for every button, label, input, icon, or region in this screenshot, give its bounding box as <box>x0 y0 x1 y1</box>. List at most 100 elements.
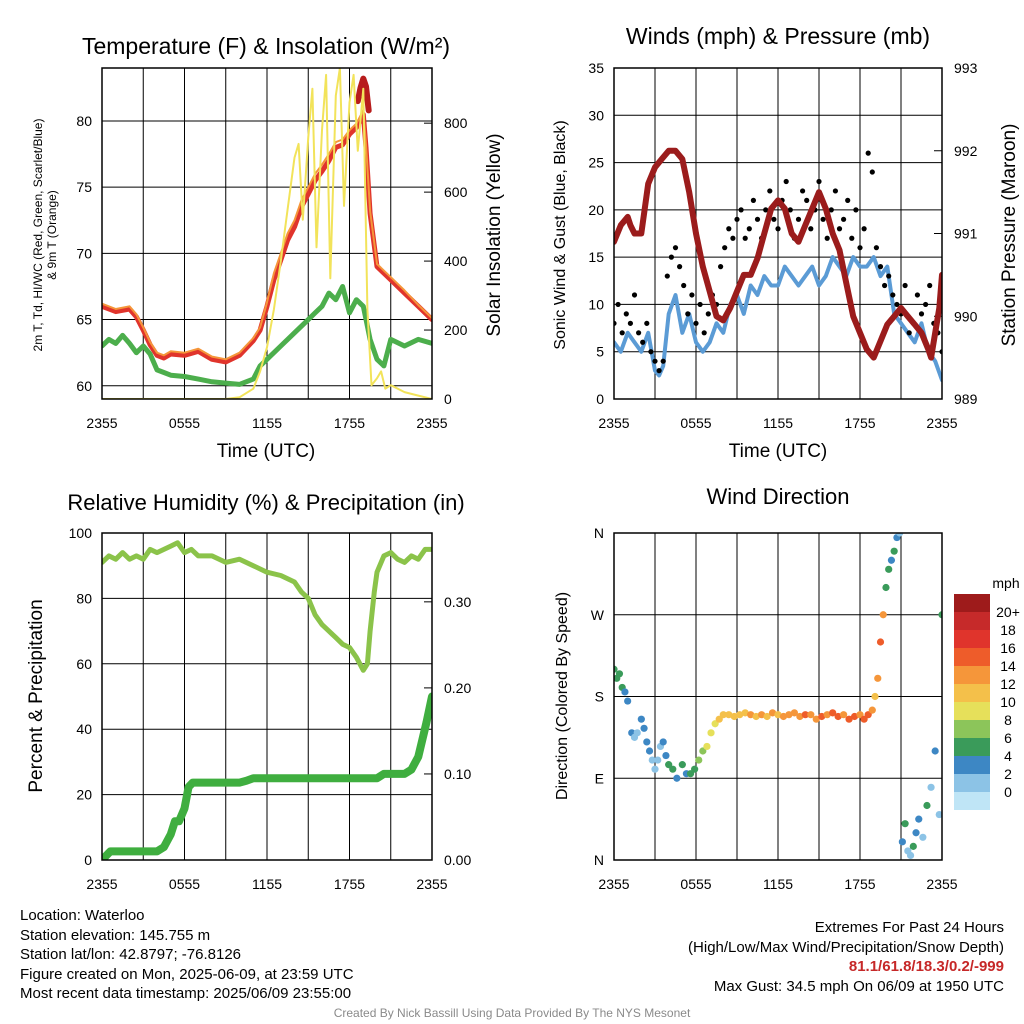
panel-4-plot: 2355 0555 1155 1755 2355 N E S W N <box>591 525 958 892</box>
created-text: Figure created on Mon, 2025-06-09, at 23… <box>20 965 354 983</box>
colorbar-swatch <box>954 648 990 666</box>
x-tick-label: 1755 <box>334 415 365 431</box>
wind-direction-point <box>725 711 733 719</box>
colorbar-swatch <box>954 612 990 630</box>
y-tick-label: 25 <box>588 155 604 171</box>
x-tick-label: 1755 <box>334 876 365 892</box>
wind-xlabel: Time (UTC) <box>729 441 828 462</box>
wind-direction-point <box>818 712 826 721</box>
y2-tick-label: 0.00 <box>444 852 471 868</box>
gust-point <box>906 330 912 336</box>
wind-direction-point <box>614 665 618 673</box>
wind-direction-point <box>640 724 648 732</box>
temp-ylabel-right: Solar Insolation (Yellow) <box>484 133 505 336</box>
wind-direction-point <box>876 638 885 646</box>
colorbar-label: 18 <box>1000 622 1016 638</box>
dir-ylabel-left: Direction (Colored By Speed) <box>554 592 571 800</box>
gust-point <box>718 264 724 270</box>
wind-direction-point <box>885 565 893 573</box>
wind-direction-point <box>785 711 793 719</box>
station-pressure-line <box>614 147 942 361</box>
colorbar-label: 14 <box>1000 658 1016 674</box>
gust-point <box>783 178 789 185</box>
gust-point <box>841 216 847 222</box>
y-tick-label: 80 <box>76 590 92 606</box>
extremes-title: Extremes For Past 24 Hours <box>814 919 1004 936</box>
wind-direction-point <box>747 711 755 719</box>
wind-direction-point <box>730 712 738 721</box>
panel-1-plot: 2355 0555 1155 1755 235560657075800200400600… <box>76 67 468 431</box>
y-tick-label: 80 <box>76 113 92 129</box>
colorbar-unit: mph <box>992 575 1019 591</box>
gust-point <box>681 282 687 289</box>
wind-direction-point <box>774 711 782 719</box>
x-tick-label: 0555 <box>169 415 200 431</box>
gust-point <box>853 207 859 213</box>
wind-direction-point <box>648 756 656 764</box>
td-line <box>102 284 432 387</box>
wind-panel-title: Winds (mph) & Pressure (mb) <box>626 23 930 49</box>
gust-point <box>828 207 834 213</box>
credit-text: Created By Nick Bassill Using Data Provi… <box>333 1006 691 1020</box>
wind-direction-series <box>614 533 942 860</box>
gust-point <box>693 320 699 326</box>
colorbar-label: 20+ <box>996 604 1020 620</box>
gust-point <box>619 330 625 336</box>
wind-direction-point <box>621 688 629 696</box>
gust-point <box>763 207 769 213</box>
gust-point <box>631 292 638 298</box>
wind-direction-point <box>763 712 771 721</box>
gust-point <box>808 226 814 232</box>
y-tick-label: 0 <box>596 391 604 407</box>
x-tick-label: 1155 <box>763 415 793 431</box>
colorbar-label: 2 <box>1004 766 1012 782</box>
gust-point <box>623 311 629 317</box>
x-tick-label: 2355 <box>86 415 117 431</box>
wind-direction-point <box>669 765 677 773</box>
max-gust-text: Max Gust: 34.5 mph On 06/09 at 1950 UTC <box>713 977 1004 995</box>
plot-frame <box>613 67 943 400</box>
colorbar-swatch <box>954 684 990 702</box>
rh-ylabel-left: Percent & Precipitation <box>26 599 47 792</box>
y2-tick-label: 400 <box>444 253 468 269</box>
wind-direction-point <box>752 712 760 721</box>
colorbar-label: 4 <box>1004 748 1012 764</box>
x-tick-label: 0555 <box>680 415 711 431</box>
gust-point <box>754 216 761 222</box>
gust-point <box>787 207 793 213</box>
gust-point <box>697 301 703 308</box>
gust-point <box>636 330 642 336</box>
gust-point <box>845 197 851 203</box>
gust-point <box>668 254 675 260</box>
y-tick-label: 60 <box>76 378 92 394</box>
x-tick-label: 1155 <box>252 415 282 431</box>
gust-point <box>672 245 679 251</box>
gust-point <box>750 197 757 203</box>
wind-ylabel-right: Station Pressure (Maroon) <box>999 124 1020 347</box>
gust-point <box>627 320 634 326</box>
wind-direction-point <box>938 611 942 619</box>
wind-direction-point <box>779 712 788 721</box>
wind-direction-point <box>923 801 931 810</box>
gust-point <box>877 264 884 270</box>
wind-direction-point <box>896 533 904 537</box>
wind-direction-point <box>719 711 727 719</box>
plot-layer: 2355 0555 1155 1755 235560657075800200400600… <box>69 60 1020 892</box>
gust-point <box>869 169 875 175</box>
gust-point <box>656 368 662 374</box>
y-tick-label: 70 <box>76 245 92 261</box>
gust-point <box>705 311 711 317</box>
wind-direction-point <box>758 711 766 719</box>
wind-direction-point <box>796 712 804 721</box>
gust-point <box>832 188 839 194</box>
wind-direction-point <box>768 709 777 717</box>
wind-direction-point <box>834 712 842 721</box>
y-tick-label: 20 <box>588 202 604 218</box>
relative-humidity-line <box>102 540 432 673</box>
station-info: Location: Waterloo Station elevation: 14… <box>20 906 354 1004</box>
wind-direction-point <box>651 765 659 773</box>
colorbar-swatch <box>954 702 990 720</box>
elevation-text: Station elevation: 145.755 m <box>20 926 211 944</box>
gust-point <box>886 273 892 279</box>
wind-direction-point <box>829 709 837 717</box>
